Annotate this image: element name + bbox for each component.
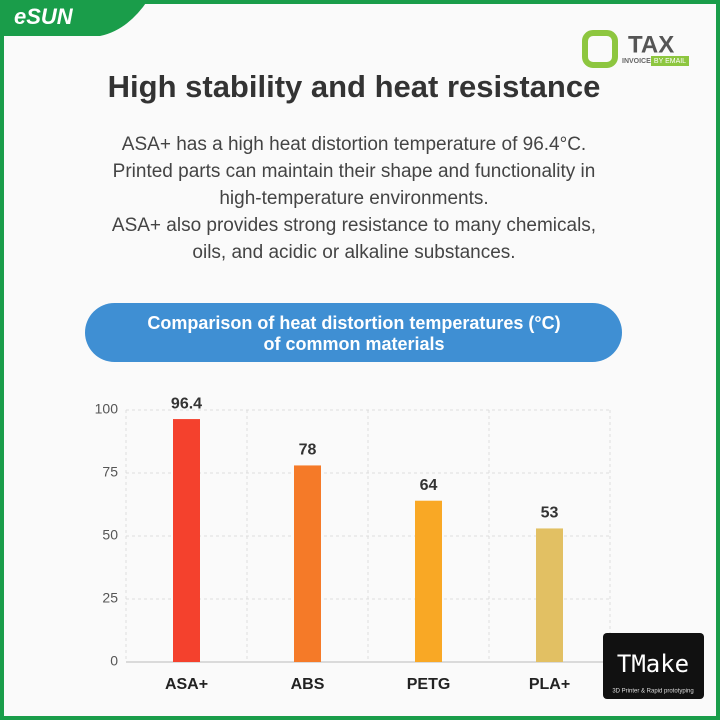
paragraph-line: oils, and acidic or alkaline substances. <box>192 242 515 263</box>
tmake-box <box>603 633 704 699</box>
chart-title: of common materials <box>263 334 444 354</box>
etax-line2: BY EMAIL <box>654 58 686 65</box>
value-label: 96.4 <box>171 395 202 412</box>
y-tick-label: 50 <box>102 527 118 543</box>
tmake-logo: TMake 3D Printer & Rapid prototyping <box>603 633 704 699</box>
x-tick-label: PETG <box>407 676 451 693</box>
bar <box>294 465 321 662</box>
etax-logo: TAX INVOICE BY EMAIL <box>582 30 689 68</box>
x-tick-label: ABS <box>291 676 325 693</box>
x-tick-label: ASA+ <box>165 676 208 693</box>
etax-icon <box>582 30 618 68</box>
chart-title: Comparison of heat distortion temperatur… <box>147 313 560 333</box>
y-tick-label: 75 <box>102 464 118 480</box>
tmake-tagline: 3D Printer & Rapid prototyping <box>612 689 693 695</box>
brand: eSUN <box>14 4 74 29</box>
etax-pill <box>651 56 689 66</box>
bar <box>173 419 200 662</box>
paragraph-line: Printed parts can maintain their shape a… <box>113 161 596 182</box>
value-label: 53 <box>541 505 559 522</box>
x-tick-label: PLA+ <box>529 676 570 693</box>
paragraph-line: high-temperature environments. <box>219 188 488 209</box>
paragraph-line: ASA+ has a high heat distortion temperat… <box>122 134 586 155</box>
y-tick-label: 25 <box>102 590 118 606</box>
etax-mark: TAX <box>628 31 674 58</box>
tmake-name: TMake <box>617 650 689 678</box>
y-tick-label: 100 <box>95 401 119 417</box>
chart: Comparison of heat distortion temperatur… <box>95 313 611 693</box>
value-label: 64 <box>420 477 438 494</box>
value-label: 78 <box>299 442 317 459</box>
headline: High stability and heat resistance <box>108 69 601 104</box>
etax-line1: INVOICE <box>622 58 651 65</box>
paragraph-line: ASA+ also provides strong resistance to … <box>112 215 596 236</box>
bar <box>536 528 563 662</box>
bar <box>415 500 442 662</box>
paragraph: ASA+ has a high heat distortion temperat… <box>112 134 596 263</box>
chart-title-pill <box>85 303 622 362</box>
y-tick-label: 0 <box>110 653 118 669</box>
brand-tab <box>0 0 148 36</box>
